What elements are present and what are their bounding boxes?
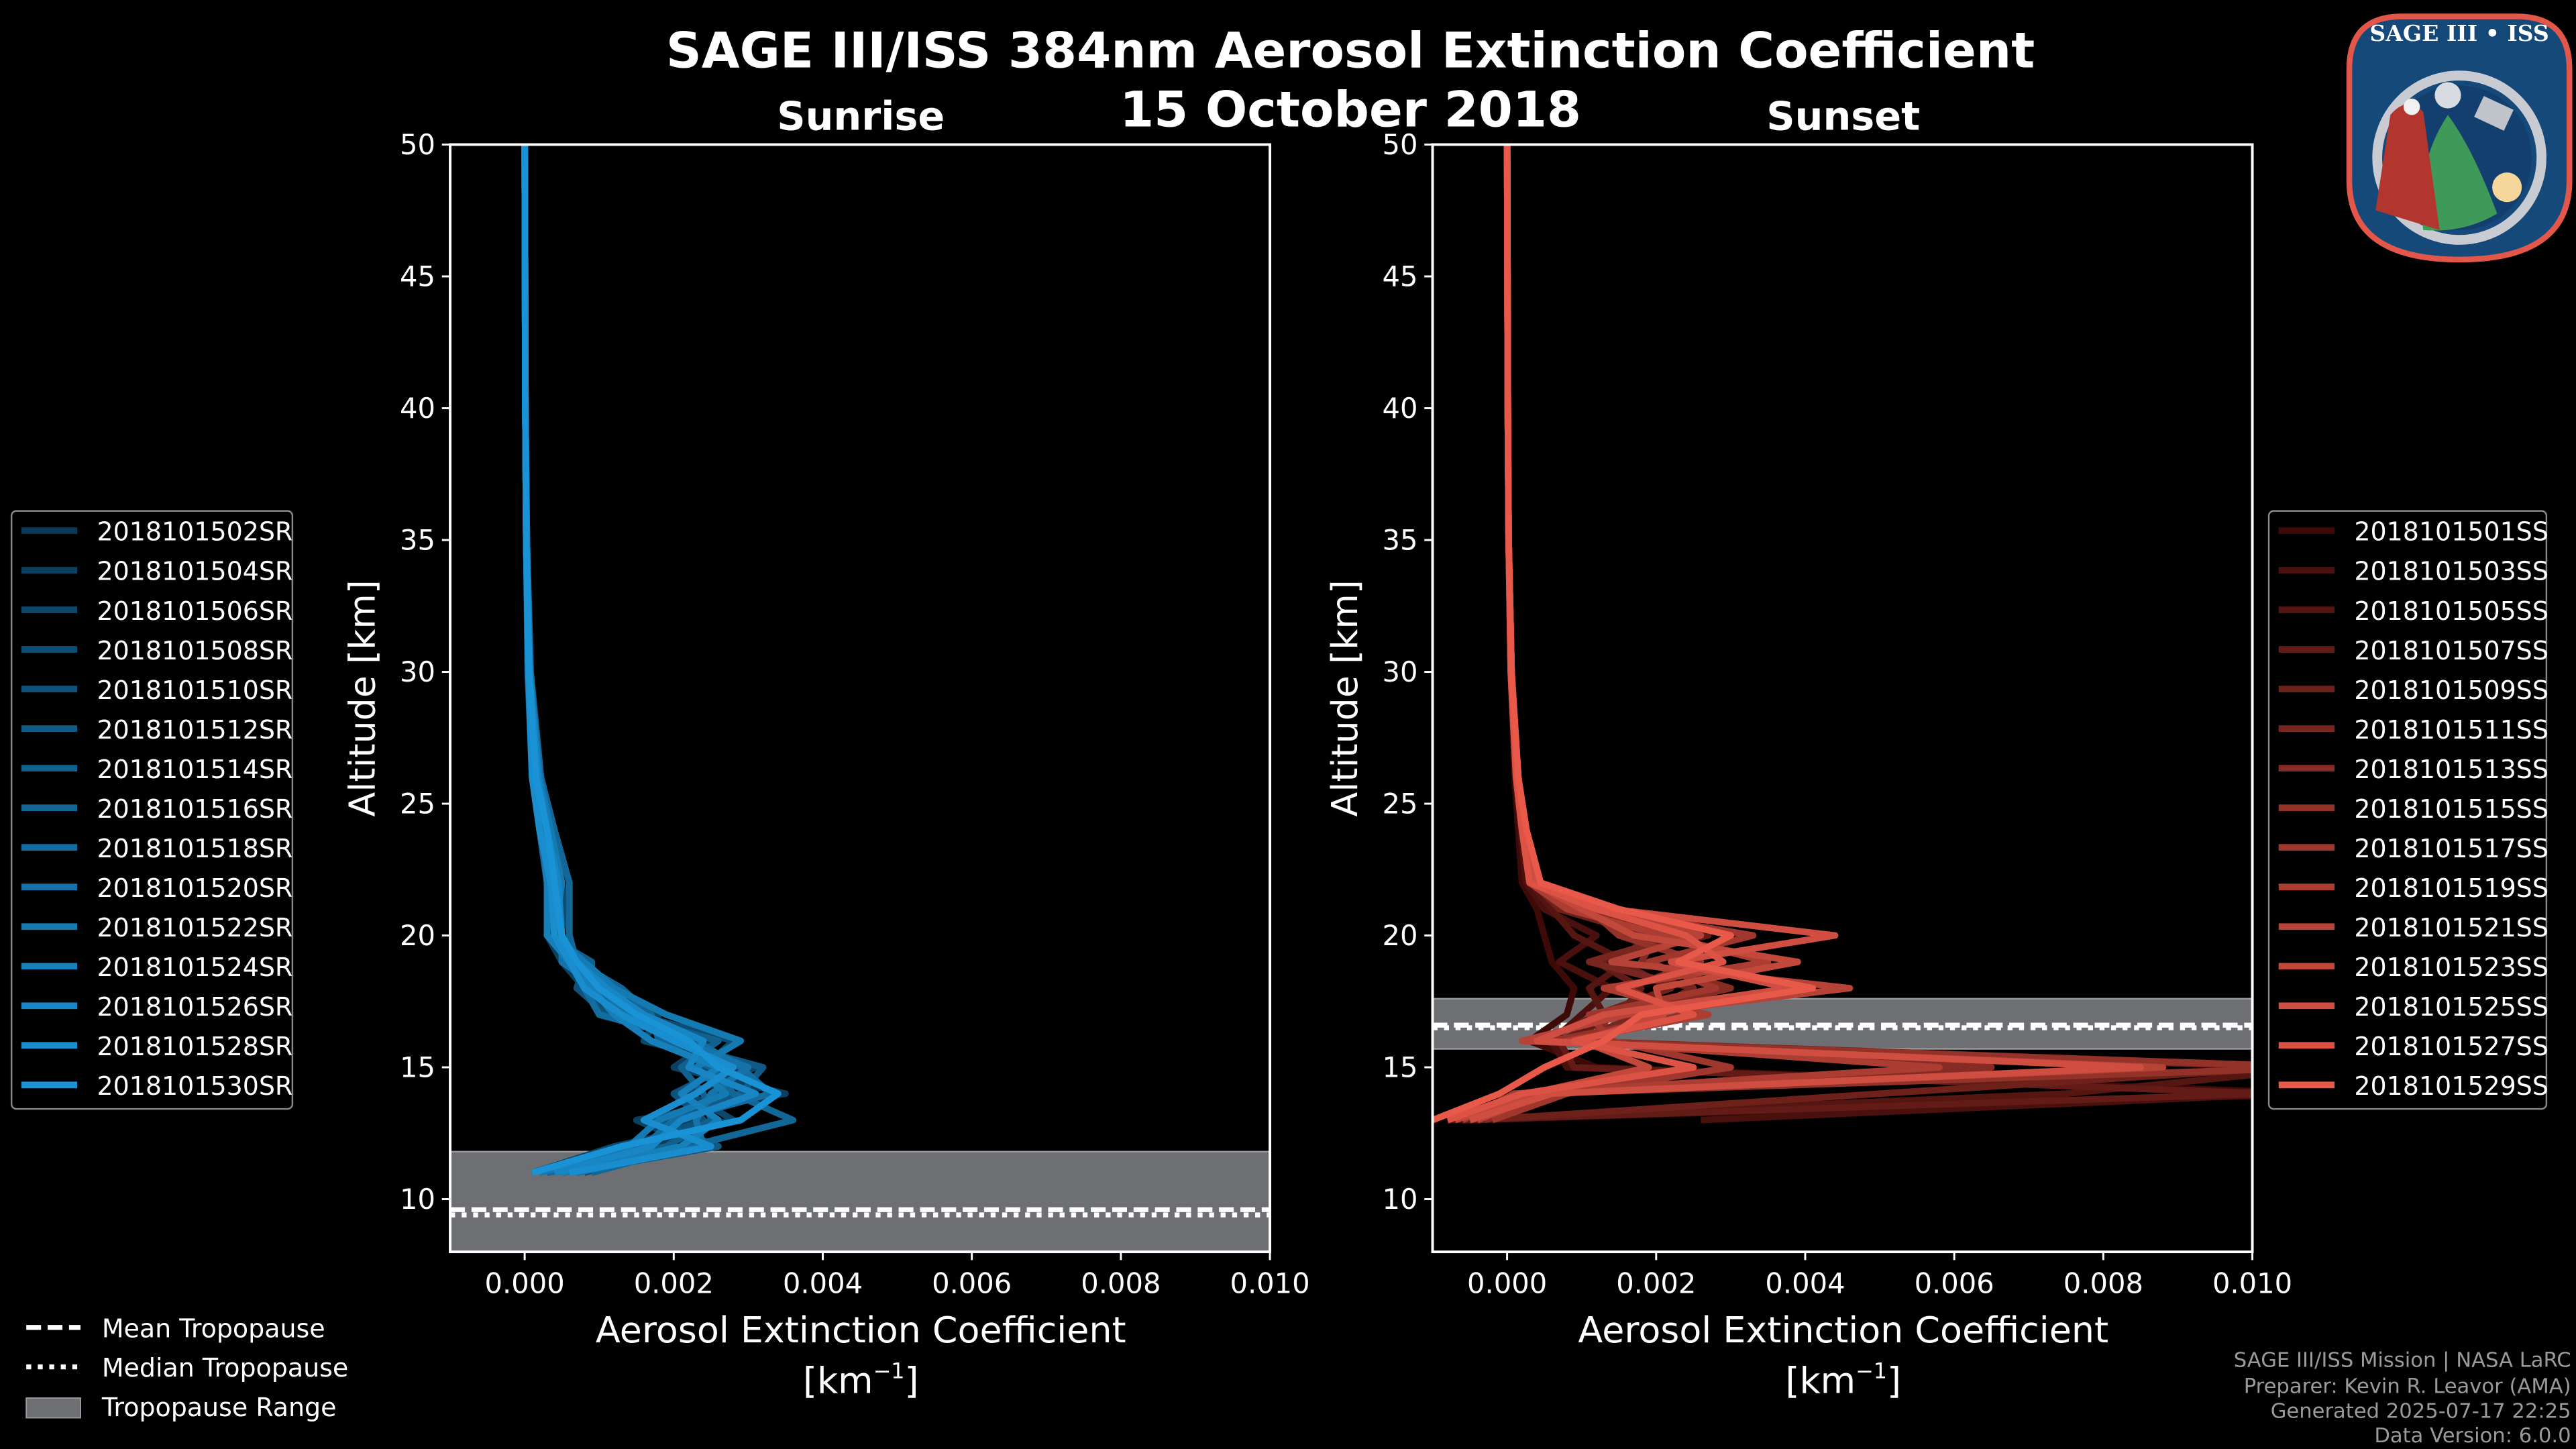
- sunrise-ytick-label: 30: [400, 655, 435, 688]
- sunrise-xtick-label: 0.002: [634, 1267, 714, 1299]
- footer-data-version: Data Version: 6.0.0: [2374, 1424, 2571, 1448]
- sunset-legend-label: 2018101517SS: [2354, 834, 2548, 863]
- sunset-ytick-label: 40: [1383, 392, 1418, 425]
- sunset-legend-label: 2018101519SS: [2354, 873, 2548, 903]
- sunset-legend-label: 2018101511SS: [2354, 715, 2548, 745]
- sunrise-plot-area: [450, 144, 1271, 1252]
- footer-mission: SAGE III/ISS Mission | NASA LaRC: [2234, 1349, 2571, 1373]
- sunset-xunit: [km−1]: [1785, 1358, 1901, 1402]
- sunset-ytick-label: 45: [1383, 260, 1418, 293]
- sunrise-legend-label: 2018101524SR: [97, 953, 292, 982]
- sunset-legend-label: 2018101501SS: [2354, 517, 2548, 547]
- sunrise-series-line: [521, 144, 782, 1177]
- sunset-series-line: [1432, 144, 1817, 1124]
- sunrise-legend-label: 2018101508SR: [97, 636, 292, 665]
- sunset-legend-label: 2018101503SS: [2354, 557, 2548, 586]
- sunrise-legend-label: 2018101514SR: [97, 755, 292, 784]
- sunset-ytick-label: 30: [1383, 655, 1418, 688]
- sunset-xtick-label: 0.006: [1915, 1267, 1994, 1299]
- sunset-plot-area: [1432, 144, 2253, 1124]
- sunrise-ytick-label: 25: [400, 788, 435, 820]
- mean-tropopause-label: Mean Tropopause: [102, 1313, 325, 1343]
- tropopause-legend: Mean Tropopause Median Tropopause Tropop…: [25, 1313, 348, 1422]
- sunrise-legend-label: 2018101510SR: [97, 676, 292, 705]
- sunrise-legend-label: 2018101504SR: [97, 557, 292, 586]
- sunrise-series-line: [521, 144, 722, 1177]
- sunrise-legend-label: 2018101502SR: [97, 517, 292, 547]
- sunrise-xtick-label: 0.008: [1081, 1267, 1161, 1299]
- sunrise-ytick-label: 40: [400, 392, 435, 425]
- sunrise-legend-label: 2018101528SR: [97, 1032, 292, 1061]
- sunrise-ytick-label: 50: [400, 128, 435, 161]
- sunrise-xunit: [km−1]: [803, 1358, 919, 1402]
- logo-title: SAGE III • ISS: [2369, 20, 2548, 46]
- sunrise-axes-frame: [449, 143, 1272, 1254]
- sunrise-legend-label: 2018101522SR: [97, 913, 292, 943]
- footer: SAGE III/ISS Mission | NASA LaRC Prepare…: [2234, 1349, 2571, 1448]
- sunset-ytick-label: 20: [1383, 919, 1418, 952]
- sunrise-ytick-label: 35: [400, 524, 435, 557]
- sunset-legend-label: 2018101523SS: [2354, 953, 2548, 982]
- sunset-xlabel: Aerosol Extinction Coefficient: [1578, 1309, 2108, 1351]
- sunset-ytick-label: 50: [1383, 128, 1418, 161]
- sunrise-xlabel: Aerosol Extinction Coefficient: [596, 1309, 1126, 1351]
- sunset-axes-frame: [1431, 143, 2254, 1254]
- sunset-ytick-label: 35: [1383, 524, 1418, 557]
- median-tropopause-label: Median Tropopause: [102, 1353, 348, 1383]
- sunset-ytick-label: 10: [1383, 1183, 1418, 1216]
- sunrise-legend-label: 2018101530SR: [97, 1071, 292, 1101]
- sunset-legend-label: 2018101525SS: [2354, 992, 2548, 1022]
- sunset-series-line: [1477, 144, 2253, 1124]
- sunset-series-line: [1469, 144, 2253, 1124]
- footer-preparer: Preparer: Kevin R. Leavor (AMA): [2244, 1375, 2571, 1399]
- sunset-series-line: [1468, 144, 2144, 1124]
- sunset-legend-label: 2018101507SS: [2354, 636, 2548, 665]
- sunrise-ylabel: Altitude [km]: [341, 580, 383, 816]
- suptitle: SAGE III/ISS 384nm Aerosol Extinction Co…: [666, 22, 2035, 79]
- sunrise-xtick-label: 0.006: [932, 1267, 1012, 1299]
- sage-iii-iss-logo: SAGE III • ISS: [2346, 13, 2573, 263]
- sunset-ylabel: Altitude [km]: [1324, 580, 1366, 816]
- sunrise-legend-label: 2018101516SR: [97, 794, 292, 824]
- tropopause-range-label: Tropopause Range: [101, 1393, 337, 1422]
- sunrise-xtick-label: 0.000: [485, 1267, 565, 1299]
- sunrise-legend-label: 2018101520SR: [97, 873, 292, 903]
- sunrise-ytick-label: 10: [400, 1183, 435, 1216]
- tropopause-range-swatch: [25, 1397, 81, 1419]
- sunrise-ytick-label: 15: [400, 1051, 435, 1084]
- sunrise-ytick-label: 45: [400, 260, 435, 293]
- sunrise-series-line: [521, 144, 737, 1177]
- sunset-xtick-label: 0.004: [1765, 1267, 1845, 1299]
- footer-generated: Generated 2025-07-17 22:25: [2271, 1399, 2571, 1423]
- sunrise-legend-label: 2018101526SR: [97, 992, 292, 1022]
- sunset-plot: 10 15 20 25 30 35 40 45 50 0.000 0.002 0.004 0.006 0.…: [1383, 128, 2293, 1299]
- sunrise-legend-label: 2018101518SR: [97, 834, 292, 863]
- sunset-series-line: [1468, 144, 2253, 1124]
- sunset-legend-label: 2018101509SS: [2354, 676, 2548, 705]
- sunrise-xtick-label: 0.010: [1230, 1267, 1309, 1299]
- sunset-legend-label: 2018101515SS: [2354, 794, 2548, 824]
- sunset-ytick-label: 15: [1383, 1051, 1418, 1084]
- sunset-legend-label: 2018101513SS: [2354, 755, 2548, 784]
- sunset-xtick-label: 0.010: [2212, 1267, 2292, 1299]
- sunset-xtick-label: 0.000: [1467, 1267, 1547, 1299]
- sunset-legend-label: 2018101529SS: [2354, 1071, 2548, 1101]
- sunrise-ytick-label: 20: [400, 919, 435, 952]
- date-title: 15 October 2018: [1120, 82, 1581, 139]
- sunset-legend-label: 2018101505SS: [2354, 596, 2548, 626]
- sunrise-xtick-label: 0.004: [783, 1267, 863, 1299]
- sunset-legend: 2018101501SS 2018101503SS 2018101505SS 2018…: [2267, 510, 2548, 1110]
- sunset-title: Sunset: [1766, 93, 1920, 139]
- sunrise-title: Sunrise: [777, 93, 945, 139]
- sunrise-legend: 2018101502SR 2018101504SR 2018101506SR 2018…: [10, 510, 294, 1110]
- sunset-legend-label: 2018101527SS: [2354, 1032, 2548, 1061]
- sunset-xtick-label: 0.008: [2063, 1267, 2143, 1299]
- sunset-ytick-label: 25: [1383, 788, 1418, 820]
- sunset-legend-label: 2018101521SS: [2354, 913, 2548, 943]
- sunrise-legend-label: 2018101506SR: [97, 596, 292, 626]
- sunset-xtick-label: 0.002: [1616, 1267, 1696, 1299]
- sunrise-plot: 10 15 20 25 30 35 40 45 50 0.000 0.002 0.004 0.006 0.…: [400, 128, 1310, 1299]
- sunrise-legend-label: 2018101512SR: [97, 715, 292, 745]
